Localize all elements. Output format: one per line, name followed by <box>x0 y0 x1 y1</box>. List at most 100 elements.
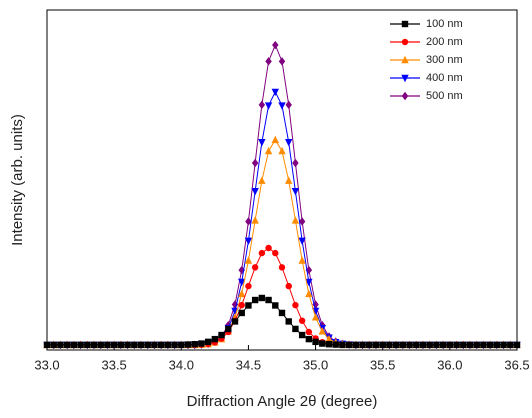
data-point <box>285 318 292 325</box>
data-point <box>426 341 433 349</box>
data-point <box>144 341 151 349</box>
data-point <box>372 341 380 349</box>
data-point <box>345 341 353 349</box>
data-point <box>305 278 313 287</box>
data-point <box>245 282 252 290</box>
legend-marker <box>401 38 409 46</box>
data-point <box>204 338 212 346</box>
data-point <box>379 341 386 349</box>
data-point <box>285 176 293 184</box>
data-point <box>157 341 165 349</box>
data-point <box>124 341 131 349</box>
data-point <box>453 341 460 349</box>
data-point <box>305 335 313 343</box>
data-point <box>285 282 292 290</box>
data-point <box>339 341 346 349</box>
data-point <box>332 341 339 348</box>
data-point <box>70 341 78 349</box>
data-point <box>446 341 454 349</box>
data-point <box>271 135 279 144</box>
data-point <box>292 325 299 333</box>
data-point <box>366 341 373 349</box>
x-tick-label: 34.5 <box>236 357 261 372</box>
data-point <box>264 102 273 110</box>
data-point <box>191 341 198 348</box>
data-point <box>278 309 286 317</box>
data-point <box>251 296 259 304</box>
data-point <box>231 300 239 309</box>
data-point <box>264 146 273 155</box>
data-point <box>90 341 98 349</box>
data-point <box>278 57 286 66</box>
data-point <box>292 301 299 309</box>
data-point <box>265 57 272 66</box>
data-point <box>278 264 286 271</box>
data-point <box>211 335 219 343</box>
data-point <box>486 341 494 349</box>
data-point <box>137 341 145 349</box>
data-point <box>311 313 320 321</box>
data-point <box>272 249 279 257</box>
y-axis-label: Intensity (arb. units) <box>9 114 26 246</box>
data-point <box>433 341 440 349</box>
data-point <box>466 341 474 349</box>
x-tick-label: 34.0 <box>169 357 194 372</box>
legend-marker <box>401 91 409 101</box>
x-axis-label: Diffraction Angle 2θ (degree) <box>187 393 378 410</box>
data-point <box>63 341 71 349</box>
data-point <box>184 341 192 348</box>
data-point <box>258 249 266 257</box>
data-point <box>305 328 313 336</box>
data-point <box>413 341 420 349</box>
data-point <box>265 296 272 304</box>
data-point <box>238 289 246 298</box>
data-point <box>244 256 253 264</box>
data-point <box>298 256 306 264</box>
data-point <box>244 237 253 246</box>
data-point <box>258 294 266 302</box>
data-point <box>298 331 306 339</box>
data-point <box>225 325 232 333</box>
data-point <box>151 341 158 349</box>
data-point <box>359 341 366 349</box>
legend-label: 500 nm <box>426 90 463 102</box>
data-point <box>319 340 326 347</box>
data-point <box>325 334 333 343</box>
data-point <box>110 341 118 349</box>
data-point <box>493 341 501 349</box>
data-point <box>298 237 306 246</box>
plot-frame <box>46 9 518 351</box>
x-tick-label: 35.0 <box>303 357 328 372</box>
data-point <box>291 216 300 224</box>
legend-label: 400 nm <box>426 72 463 84</box>
data-point <box>164 341 172 349</box>
legend-marker <box>401 20 409 28</box>
data-point <box>305 289 313 298</box>
data-point <box>84 341 91 349</box>
data-point <box>245 302 252 309</box>
data-point <box>258 100 266 110</box>
data-point <box>298 217 306 226</box>
data-point <box>218 331 225 339</box>
data-point <box>117 341 125 349</box>
data-point <box>251 158 259 168</box>
data-point <box>272 40 279 50</box>
data-point <box>245 217 252 226</box>
data-point <box>265 244 272 252</box>
data-point <box>460 341 467 349</box>
legend-marker <box>401 74 409 83</box>
data-point <box>278 102 286 110</box>
data-point <box>285 139 293 147</box>
data-point <box>439 341 447 349</box>
data-point <box>480 341 487 349</box>
data-point <box>419 341 427 349</box>
data-point <box>298 317 306 324</box>
data-point <box>473 341 480 349</box>
data-point <box>77 341 84 349</box>
data-point <box>325 341 333 348</box>
data-point <box>278 146 286 155</box>
data-point <box>258 176 266 184</box>
data-point <box>272 302 279 309</box>
data-point <box>178 341 185 349</box>
